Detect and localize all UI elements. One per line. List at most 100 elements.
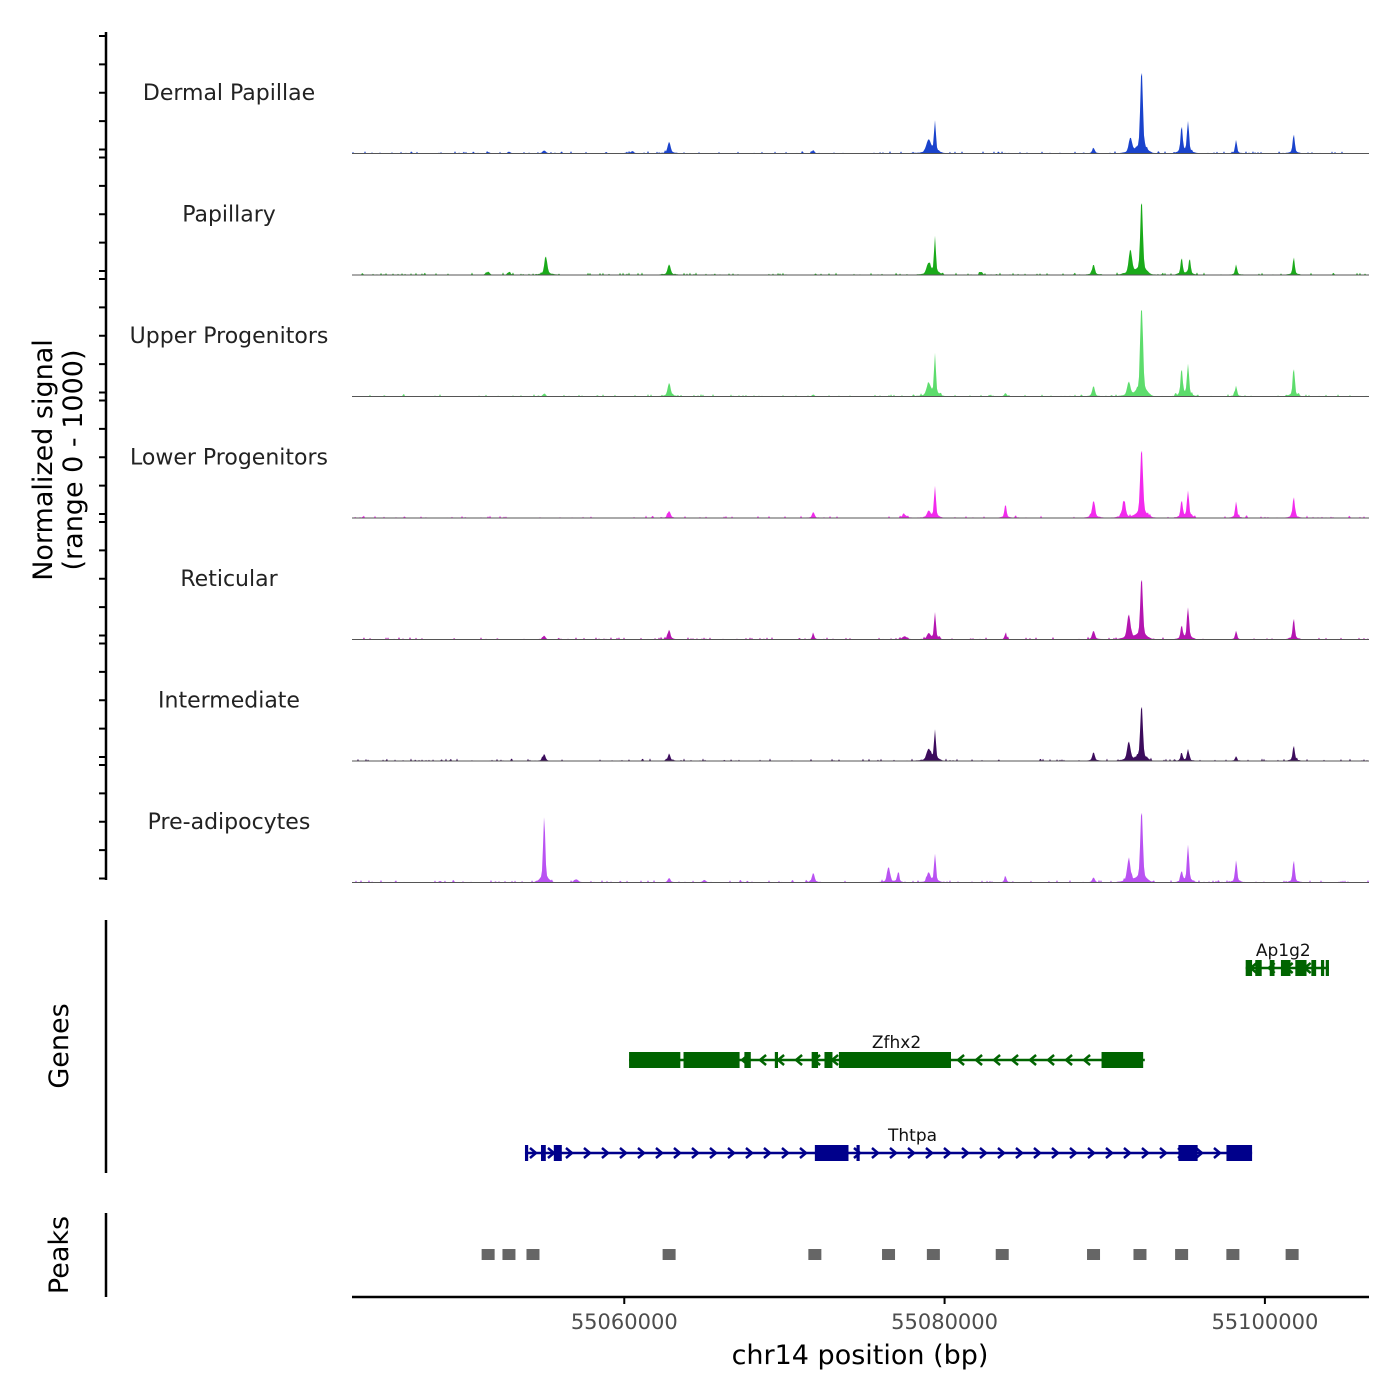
gene-exon xyxy=(838,1052,951,1068)
peak-region xyxy=(1133,1249,1147,1260)
peak-region xyxy=(1087,1249,1101,1260)
gene-exon xyxy=(540,1145,546,1161)
track-label: Lower Progenitors xyxy=(130,446,328,471)
gene-exon xyxy=(1101,1052,1144,1068)
strand-chevron xyxy=(889,1147,898,1159)
strand-chevron xyxy=(691,1147,700,1159)
strand-chevron xyxy=(943,1147,952,1159)
track-dermal-papillae: Dermal Papillae xyxy=(143,73,1369,154)
track-lower-progenitors: Lower Progenitors xyxy=(130,446,1369,519)
strand-chevron xyxy=(907,1147,916,1159)
x-tick-label: 55060000 xyxy=(571,1310,678,1334)
x-axis-title: chr14 position (bp) xyxy=(732,1340,989,1371)
gene-exon xyxy=(1320,960,1325,976)
peak-region xyxy=(882,1249,896,1260)
track-label: Papillary xyxy=(182,203,276,228)
peaks-panel-label: Peaks xyxy=(44,1216,75,1294)
track-intermediate: Intermediate xyxy=(158,689,1369,762)
strand-chevron xyxy=(673,1147,682,1159)
gene-exon xyxy=(1226,1145,1253,1161)
strand-chevron xyxy=(1213,1147,1222,1159)
track-papillary: Papillary xyxy=(182,203,1369,276)
strand-chevron xyxy=(1046,1054,1055,1066)
strand-chevron xyxy=(871,1147,880,1159)
track-pre-adipocytes: Pre-adipocytes xyxy=(148,810,1369,883)
peak-region xyxy=(1226,1249,1240,1260)
peak-region xyxy=(662,1249,676,1260)
strand-chevron xyxy=(727,1147,736,1159)
strand-chevron xyxy=(979,1147,988,1159)
track-label: Reticular xyxy=(180,567,278,592)
gene-exon xyxy=(553,1145,562,1161)
y-axis-title-line2: (range 0 - 1000) xyxy=(58,350,89,571)
gene-exon xyxy=(814,1145,849,1161)
strand-chevron xyxy=(925,1147,934,1159)
track-label: Intermediate xyxy=(158,689,300,714)
strand-chevron xyxy=(601,1147,610,1159)
gene-exon xyxy=(629,1052,681,1068)
peak-region xyxy=(995,1249,1009,1260)
gene-label: Zfhx2 xyxy=(872,1033,921,1053)
strand-chevron xyxy=(997,1147,1006,1159)
strand-chevron xyxy=(565,1147,574,1159)
strand-chevron xyxy=(794,1054,803,1066)
gene-exon xyxy=(1295,960,1307,976)
gene-exon xyxy=(811,1052,819,1068)
track-reticular: Reticular xyxy=(180,567,1369,640)
strand-chevron xyxy=(1087,1147,1096,1159)
gene-exon xyxy=(774,1052,779,1068)
strand-chevron xyxy=(781,1147,790,1159)
strand-chevron xyxy=(763,1147,772,1159)
peak-region xyxy=(526,1249,540,1260)
strand-chevron xyxy=(1033,1147,1042,1159)
strand-chevron xyxy=(974,1054,983,1066)
strand-chevron xyxy=(956,1054,965,1066)
strand-chevron xyxy=(961,1147,970,1159)
strand-chevron xyxy=(529,1147,538,1159)
gene-exon xyxy=(524,1145,529,1161)
peak-region xyxy=(502,1249,516,1260)
x-axis-ticks: 55060000 55080000 55100000 xyxy=(571,1297,1318,1334)
strand-chevron xyxy=(619,1147,628,1159)
y-axis-title-line1: Normalized signal xyxy=(28,339,59,581)
peak-region xyxy=(926,1249,940,1260)
strand-chevron xyxy=(637,1147,646,1159)
strand-chevron xyxy=(1105,1147,1114,1159)
strand-chevron xyxy=(1082,1054,1091,1066)
strand-chevron xyxy=(583,1147,592,1159)
strand-chevron xyxy=(1159,1147,1168,1159)
strand-chevron xyxy=(1064,1054,1073,1066)
peak-region xyxy=(1285,1249,1299,1260)
strand-chevron xyxy=(776,1054,785,1066)
strand-chevron xyxy=(1069,1147,1078,1159)
gene-exon xyxy=(1178,1145,1198,1161)
strand-chevron xyxy=(992,1054,1001,1066)
gene-exon xyxy=(1325,960,1329,976)
gene-exon xyxy=(744,1052,751,1068)
strand-chevron xyxy=(758,1054,767,1066)
gene-label: Ap1g2 xyxy=(1256,941,1311,961)
peak-regions xyxy=(481,1249,1299,1260)
gene-exon xyxy=(683,1052,740,1068)
genes-panel-label: Genes xyxy=(44,1003,75,1088)
gene-exon xyxy=(856,1145,860,1161)
track-upper-progenitors: Upper Progenitors xyxy=(130,310,1369,397)
gene-exon xyxy=(1245,960,1253,976)
gene-exon xyxy=(1311,960,1317,976)
gene-label: Thtpa xyxy=(887,1126,937,1146)
coverage-tracks: Dermal Papillae Papillary Upper Progenitor… xyxy=(130,73,1369,883)
strand-chevron xyxy=(745,1147,754,1159)
x-tick-label: 55100000 xyxy=(1211,1310,1318,1334)
strand-chevron xyxy=(655,1147,664,1159)
track-label: Upper Progenitors xyxy=(130,324,329,349)
gene-exon xyxy=(1280,960,1291,976)
gene-exon xyxy=(1269,960,1275,976)
strand-chevron xyxy=(853,1147,862,1159)
y-axis-title: Normalized signal xyxy=(28,339,59,581)
strand-chevron xyxy=(1123,1147,1132,1159)
y-axis-title-2: (range 0 - 1000) xyxy=(58,350,89,571)
track-label: Dermal Papillae xyxy=(143,81,315,106)
gene-thtpa: Thtpa xyxy=(524,1126,1253,1161)
strand-chevron xyxy=(799,1147,808,1159)
gene-exon xyxy=(824,1052,833,1068)
